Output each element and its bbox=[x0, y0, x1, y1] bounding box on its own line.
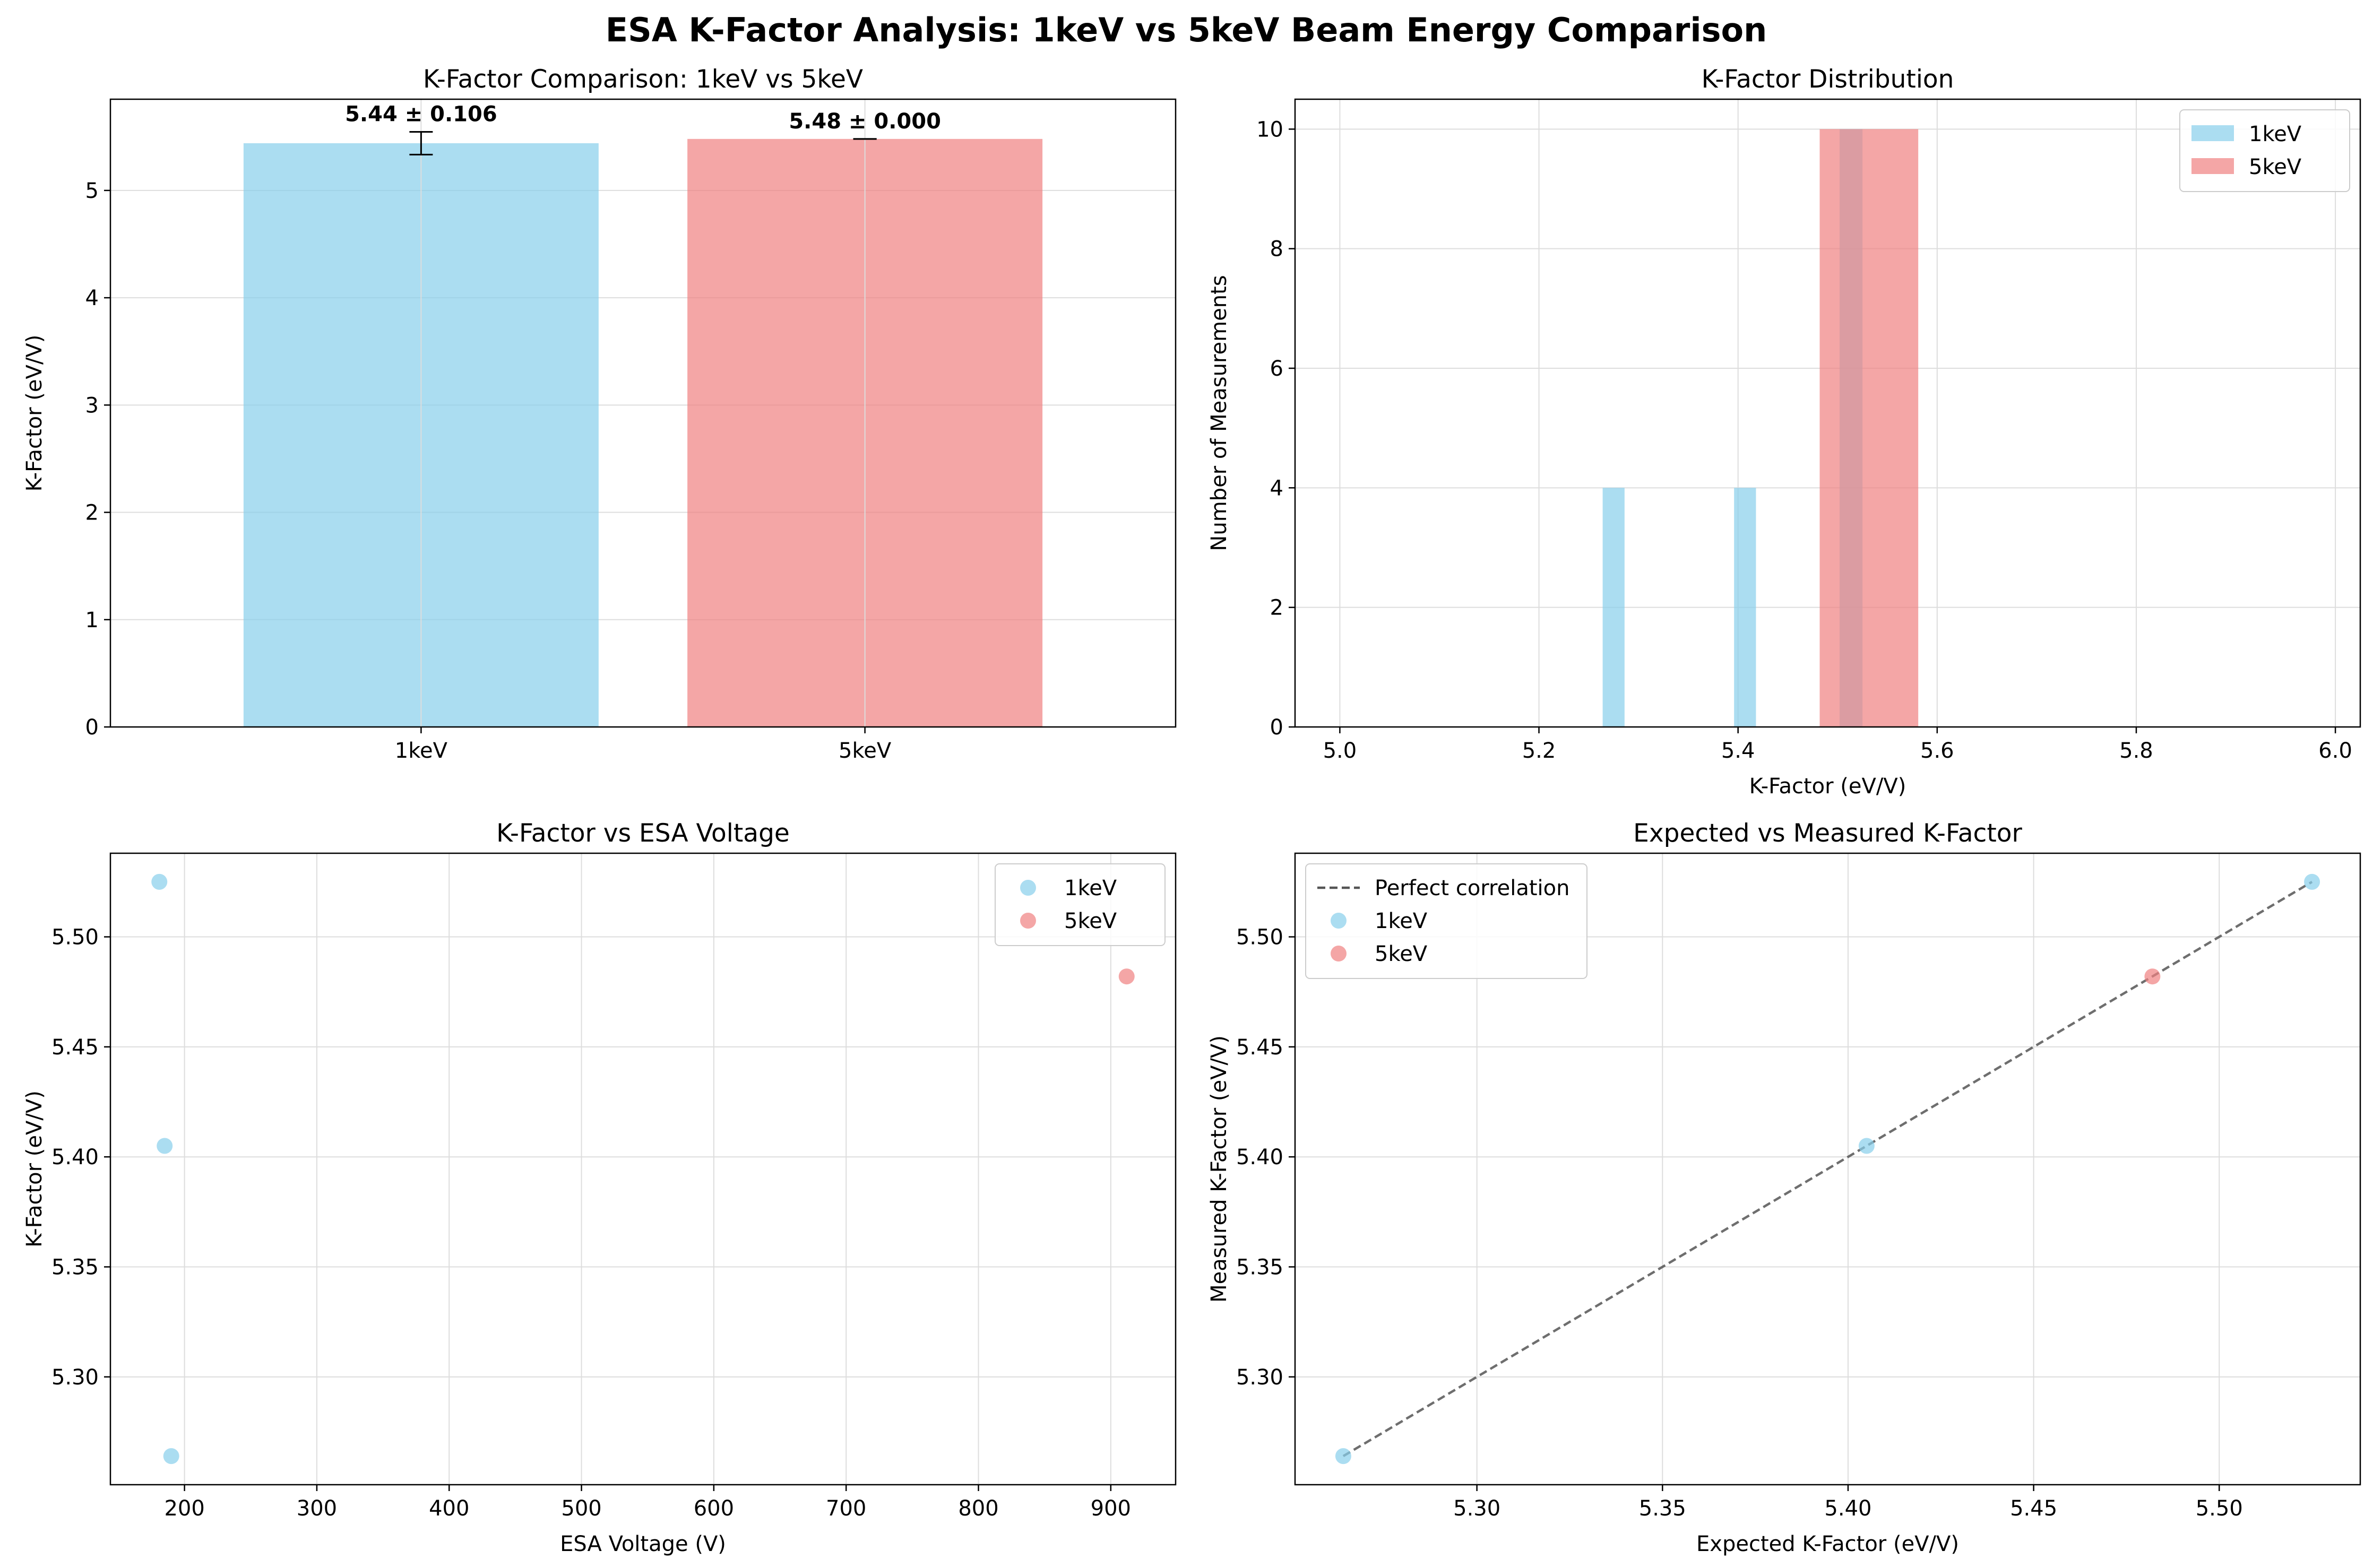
legend-swatch-1keV bbox=[1020, 880, 1036, 896]
y-tick-label: 8 bbox=[1270, 237, 1283, 262]
legend: Perfect correlation 1keV 5keV bbox=[1305, 863, 1587, 979]
point-1keV bbox=[2304, 873, 2320, 890]
x-axis-label: K-Factor (eV/V) bbox=[1749, 774, 1906, 799]
x-tick-label: 5.35 bbox=[1639, 1496, 1686, 1521]
legend-swatch-5keV bbox=[1020, 913, 1036, 929]
legend-label-Perfect correlation: Perfect correlation bbox=[1375, 876, 1569, 900]
y-tick-label: 6 bbox=[1270, 357, 1283, 381]
legend-box bbox=[1305, 863, 1587, 979]
y-tick-label: 5.30 bbox=[1236, 1365, 1283, 1390]
y-tick-label: 5.35 bbox=[1236, 1255, 1283, 1280]
point-1keV bbox=[151, 873, 168, 890]
legend-label-1keV: 1keV bbox=[1064, 876, 1117, 900]
legend-label-1keV: 1keV bbox=[2249, 122, 2302, 146]
plot-frame bbox=[1294, 852, 2361, 1486]
legend: 1keV 5keV bbox=[2179, 109, 2350, 192]
plot-frame bbox=[1294, 98, 2361, 728]
legend: 1keV 5keV bbox=[995, 863, 1166, 946]
y-tick-label: 3 bbox=[85, 393, 99, 418]
panel-title: K-Factor Distribution bbox=[1702, 65, 1954, 94]
y-axis-label: Measured K-Factor (eV/V) bbox=[1207, 1035, 1231, 1303]
y-tick-label: 2 bbox=[1270, 596, 1283, 620]
x-tick-label: 5.8 bbox=[2119, 739, 2153, 763]
panel-voltage-scatter: 200 300 400 500 600 700 800 900 5.30 5.35 5.40 5.45… bbox=[22, 819, 1177, 1556]
panel-histogram: 5.0 5.2 5.4 5.6 5.8 6.0 0 2 4 6 8 10 1keV 5keV K-Facto… bbox=[1207, 65, 2361, 799]
panel-bar-chart: 0 1 2 3 4 5 5.44 ± 0.106 1keV 5.48 ± 0.000 5keV K-… bbox=[22, 65, 1177, 763]
y-tick-label: 4 bbox=[85, 286, 99, 310]
x-tick-label: 6.0 bbox=[2318, 739, 2352, 763]
panel-correlation-scatter: 5.30 5.35 5.40 5.45 5.50 5.30 5.35 5.40 5.45 5.50… bbox=[1207, 819, 2361, 1556]
legend-label-1keV: 1keV bbox=[1375, 909, 1428, 933]
y-tick-label: 5.40 bbox=[1236, 1145, 1283, 1169]
y-axis-label: K-Factor (eV/V) bbox=[22, 1090, 47, 1248]
y-tick-label: 5.35 bbox=[51, 1255, 99, 1280]
y-tick-label: 5 bbox=[85, 179, 99, 203]
panel-title: Expected vs Measured K-Factor bbox=[1633, 819, 2022, 848]
x-tick-label: 5.2 bbox=[1522, 739, 1556, 763]
x-tick-label: 5.4 bbox=[1721, 739, 1755, 763]
panels: 0 1 2 3 4 5 5.44 ± 0.106 1keV 5.48 ± 0.000 5keV K-… bbox=[22, 65, 2361, 1556]
y-tick-label: 5.50 bbox=[1236, 925, 1283, 950]
legend-box bbox=[995, 863, 1166, 946]
y-tick-label: 1 bbox=[85, 608, 99, 633]
x-tick-label: 5keV bbox=[839, 739, 892, 763]
panel-title: K-Factor vs ESA Voltage bbox=[496, 819, 790, 848]
x-tick-label: 500 bbox=[561, 1496, 601, 1521]
bar-value-label: 5.44 ± 0.106 bbox=[345, 102, 497, 126]
x-tick-label: 5.45 bbox=[2010, 1496, 2057, 1521]
perfect-correlation-line bbox=[1342, 880, 2313, 1458]
legend-label-5keV: 5keV bbox=[1375, 942, 1428, 966]
legend-swatch-1keV bbox=[1331, 913, 1347, 929]
x-tick-label: 800 bbox=[958, 1496, 998, 1521]
x-tick-label: 300 bbox=[297, 1496, 337, 1521]
x-tick-label: 400 bbox=[429, 1496, 469, 1521]
y-tick-label: 5.30 bbox=[51, 1365, 99, 1390]
y-axis-label: K-Factor (eV/V) bbox=[22, 335, 47, 492]
y-tick-label: 5.50 bbox=[51, 925, 99, 950]
x-tick-label: 5.40 bbox=[1824, 1496, 1871, 1521]
hist-bar-1keV bbox=[1602, 488, 1625, 727]
legend-label-5keV: 5keV bbox=[2249, 155, 2302, 179]
plot-frame bbox=[109, 852, 1177, 1486]
x-tick-label: 5.50 bbox=[2196, 1496, 2243, 1521]
legend-label-5keV: 5keV bbox=[1064, 909, 1117, 933]
legend-swatch-5keV bbox=[1331, 946, 1347, 961]
y-tick-label: 10 bbox=[1256, 117, 1283, 142]
legend-swatch-5keV bbox=[2191, 158, 2234, 174]
x-tick-label: 900 bbox=[1091, 1496, 1131, 1521]
y-tick-label: 4 bbox=[1270, 476, 1283, 500]
point-5keV bbox=[2144, 968, 2161, 985]
point-1keV bbox=[1858, 1138, 1875, 1154]
y-tick-label: 5.45 bbox=[51, 1035, 99, 1060]
x-tick-label: 5.30 bbox=[1453, 1496, 1500, 1521]
y-tick-label: 5.45 bbox=[1236, 1035, 1283, 1060]
panel-title: K-Factor Comparison: 1keV vs 5keV bbox=[423, 65, 863, 94]
plot-frame bbox=[109, 98, 1177, 728]
y-axis-label: Number of Measurements bbox=[1207, 275, 1231, 551]
point-1keV bbox=[157, 1138, 173, 1154]
x-tick-label: 5.6 bbox=[1920, 739, 1954, 763]
point-1keV bbox=[163, 1448, 179, 1465]
x-tick-label: 600 bbox=[694, 1496, 734, 1521]
y-tick-label: 2 bbox=[85, 501, 99, 525]
x-tick-label: 1keV bbox=[395, 739, 448, 763]
point-1keV bbox=[1335, 1448, 1351, 1465]
y-tick-label: 0 bbox=[1270, 715, 1283, 740]
legend-swatch-1keV bbox=[2191, 125, 2234, 141]
hist-bar-1keV bbox=[1734, 488, 1756, 727]
x-tick-label: 200 bbox=[164, 1496, 204, 1521]
x-axis-label: Expected K-Factor (eV/V) bbox=[1696, 1532, 1959, 1556]
y-tick-label: 0 bbox=[85, 715, 99, 740]
x-tick-label: 700 bbox=[826, 1496, 866, 1521]
y-tick-label: 5.40 bbox=[51, 1145, 99, 1169]
point-5keV bbox=[1118, 968, 1135, 985]
x-tick-label: 5.0 bbox=[1323, 739, 1357, 763]
hist-bar-5keV bbox=[1819, 129, 1919, 727]
bar-value-label: 5.48 ± 0.000 bbox=[789, 109, 941, 134]
figure-suptitle: ESA K-Factor Analysis: 1keV vs 5keV Beam… bbox=[606, 11, 1767, 49]
x-axis-label: ESA Voltage (V) bbox=[560, 1532, 726, 1556]
